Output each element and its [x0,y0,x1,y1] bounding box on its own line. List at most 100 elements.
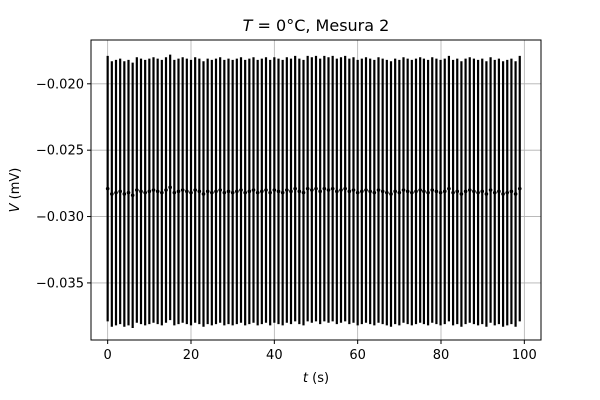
data-point [105,186,110,191]
data-point [110,192,114,196]
data-point [114,190,118,195]
data-point [360,189,364,194]
data-points [105,54,522,329]
data-point [126,190,131,195]
data-point [351,188,356,192]
title-text: = 0°C, Mesura 2 [252,16,389,35]
data-point [243,190,247,195]
data-point [372,190,377,195]
data-point [122,192,127,196]
y-tick-label: −0.030 [36,210,84,225]
data-point [285,188,289,192]
data-point [289,189,293,194]
data-point [276,189,281,194]
data-point [143,190,147,195]
data-point [463,189,468,194]
data-point [497,189,501,194]
ticks: 0 20 40 60 80 100 −0.035 −0.030 −0.025 −0.020 [36,77,537,363]
data-point [426,190,430,195]
data-point [318,189,322,194]
data-point [442,189,447,194]
x-tick-label: 0 [104,348,112,363]
plot-frame [90,39,542,341]
data-point [235,189,239,194]
data-point [368,189,372,194]
data-point [501,192,505,196]
data-point [335,189,339,194]
data-point [151,188,156,192]
data-point [488,188,493,192]
data-point [476,190,480,195]
data-point [422,189,426,194]
x-tick-label: 40 [266,348,283,363]
data-point [418,188,422,192]
data-point [222,190,227,195]
x-axis-label: t (s) [303,371,329,386]
data-point [293,186,297,191]
x-tick-label: 60 [349,348,366,363]
data-point [376,188,381,192]
data-point [189,190,193,195]
data-point [197,189,202,194]
data-point [430,188,435,192]
data-point [438,190,443,195]
y-axis-label: V (mV) [8,168,23,213]
data-point [185,189,189,194]
data-point [509,189,514,194]
data-point [264,188,268,192]
data-point [314,186,318,191]
data-point [434,189,439,194]
data-point [168,185,172,190]
data-point [135,188,139,192]
data-point [201,192,206,196]
data-point [364,188,368,192]
data-point [355,190,360,195]
y-axis-unit: (mV) [8,168,23,204]
data-point [414,189,418,194]
data-point [239,188,243,192]
y-tick-label: −0.025 [36,144,84,159]
data-point [455,189,460,194]
data-point [480,189,485,194]
data-point [147,189,152,194]
data-point [210,190,214,195]
data-point [247,189,252,194]
data-point [380,189,385,194]
data-point [410,190,414,195]
data-point [301,190,306,195]
data-point [517,186,522,191]
data-point [251,188,256,192]
data-point [139,189,143,194]
data-point [451,190,455,195]
data-point [405,189,410,194]
data-point [472,189,476,194]
data-point [193,188,197,192]
data-point [214,189,218,194]
data-point [226,189,231,194]
x-tick-label: 100 [512,348,537,363]
data-point [343,186,347,191]
data-point [310,188,314,192]
data-point [459,192,464,196]
data-point [385,190,389,195]
data-point [397,190,402,195]
x-axis-unit: (s) [308,371,329,386]
data-point [322,186,327,191]
data-point [160,190,164,195]
data-point [330,186,335,191]
data-point [272,188,277,192]
data-point [255,190,260,195]
data-point [492,190,497,195]
x-axis-symbol: t [303,371,309,386]
y-axis-symbol: V [8,202,23,212]
data-point [172,190,177,195]
data-point [393,189,397,194]
data-point [280,190,285,195]
data-point [260,189,264,194]
title-symbol: T [243,16,254,35]
data-point [164,188,168,192]
data-point [130,193,135,198]
data-point [118,189,122,194]
data-point [155,189,160,194]
